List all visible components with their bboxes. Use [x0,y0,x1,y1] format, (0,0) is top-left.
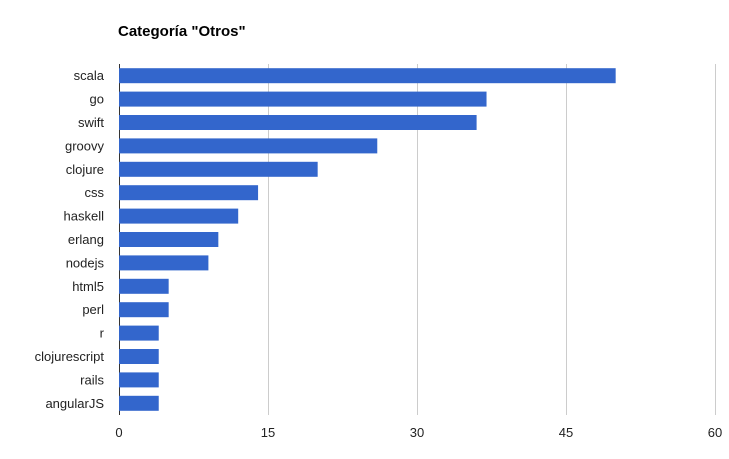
category-label: rails [80,372,104,387]
category-label: r [100,326,105,341]
category-label: go [90,92,104,107]
category-label: groovy [65,138,105,153]
category-label: nodejs [66,255,105,270]
bar-haskell [119,208,239,224]
category-label: erlang [68,232,104,247]
bar-clojure [119,161,318,177]
x-tick-label: 0 [115,425,122,440]
category-label: clojurescript [35,349,105,364]
bar-css [119,185,259,201]
bar-html5 [119,278,169,294]
bar-rails [119,372,159,388]
x-axis-ticks: 0 15 30 45 60 [115,425,722,440]
category-label: css [85,185,105,200]
category-label: swift [78,115,104,130]
category-label: angularJS [45,396,104,411]
x-tick-label: 30 [410,425,424,440]
category-label: haskell [64,209,105,224]
bar-groovy [119,138,378,154]
bar-clojurescript [119,349,159,364]
bar-erlang [119,232,219,247]
category-labels: scala go swift groovy clojure css haskell erlan… [35,68,105,411]
category-label: scala [74,68,105,83]
bar-swift [119,115,477,130]
bar-go [119,91,487,107]
category-label: clojure [66,162,104,177]
bar-nodejs [119,255,209,271]
x-tick-label: 15 [261,425,275,440]
category-label: html5 [72,279,104,294]
category-label: perl [82,302,104,317]
bar-perl [119,302,169,318]
chart-title: Categoría "Otros" [118,23,246,40]
bar-r [119,325,159,341]
x-tick-label: 45 [559,425,573,440]
bar-scala [119,68,616,84]
x-tick-label: 60 [708,425,722,440]
bars [119,68,616,411]
bar-angularjs [119,395,159,411]
